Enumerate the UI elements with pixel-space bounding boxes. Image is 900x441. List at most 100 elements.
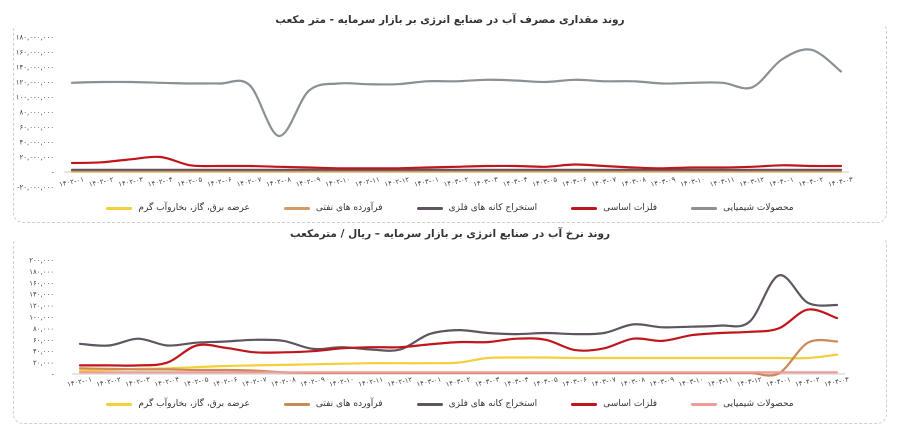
x-tick-label: ۱۴۰۲-۱۰ <box>325 176 351 189</box>
legend-label: فلزات اساسی <box>603 399 658 409</box>
x-tick-label: ۱۴۰۳-۰۶ <box>561 175 587 188</box>
x-tick-label: ۱۴۰۳-۰۸ <box>620 175 646 188</box>
legend-label: عرضه برق، گاز، بخاروآب گرم <box>138 399 250 409</box>
x-tick-label: ۱۴۰۳-۰۲ <box>443 175 469 188</box>
x-tick-label: ۱۴۰۳-۰۱ <box>416 376 442 389</box>
x-tick-label: ۱۴۰۲-۰۲ <box>88 175 114 188</box>
y-tick-label: ۱۲۰,۰۰۰,۰۰۰ <box>16 79 54 87</box>
legend-label: فلزات اساسی <box>603 203 658 213</box>
x-tick-label: ۱۴۰۳-۱۰ <box>680 176 706 189</box>
chart1-legend: محصولات شیمیایی فلزات اساسی استخراج کانه ه… <box>14 203 886 213</box>
y-tick-label: ۸۰,۰۰۰ <box>33 325 54 333</box>
x-tick-label: ۱۴۰۴-۰۳ <box>827 175 853 188</box>
x-tick-label: ۱۴۰۴-۰۳ <box>823 375 849 388</box>
legend-label: عرضه برق، گاز، بخاروآب گرم <box>138 203 250 213</box>
water-consumption-chart-panel: روند مقداری مصرف آب در صنایع انرژی بر با… <box>13 14 887 223</box>
y-tick-label: ۴۰,۰۰۰ <box>33 348 54 356</box>
legend-swatch <box>691 206 718 210</box>
legend-item: عرضه برق، گاز، بخاروآب گرم <box>106 203 250 213</box>
x-tick-label: ۱۴۰۳-۱۱ <box>709 176 735 189</box>
legend-swatch <box>691 402 718 406</box>
chart1-title: روند مقداری مصرف آب در صنایع انرژی بر با… <box>14 14 886 26</box>
x-tick-label: ۱۴۰۳-۰۶ <box>561 375 587 388</box>
y-tick-label: ۱۸۰,۰۰۰,۰۰۰ <box>16 34 54 42</box>
legend-swatch <box>416 206 443 210</box>
legend-label: محصولات شیمیایی <box>723 203 794 213</box>
x-tick-label: ۱۴۰۳-۱۲ <box>739 175 765 188</box>
y-tick-label: ۴۰,۰۰۰,۰۰۰ <box>19 139 54 147</box>
y-tick-label: ۱۸۰,۰۰۰ <box>29 268 54 276</box>
legend-swatch <box>416 402 443 406</box>
x-tick-label: ۱۴۰۴-۰۱ <box>765 376 791 389</box>
legend-item: استخراج کانه های فلزی <box>416 399 537 409</box>
y-tick-label: ۱۰۰,۰۰۰,۰۰۰ <box>16 94 54 102</box>
y-tick-label: - <box>51 371 54 379</box>
x-tick-label: ۱۴۰۲-۰۵ <box>177 175 203 188</box>
y-tick-label: ۱۴۰,۰۰۰,۰۰۰ <box>16 64 54 72</box>
water-rate-chart-panel: روند نرخ آب در صنایع انرژی بر بازار سرما… <box>13 228 887 424</box>
legend-swatch <box>571 402 598 406</box>
legend-label: استخراج کانه های فلزی <box>448 203 538 213</box>
legend-swatch <box>106 206 133 210</box>
x-tick-label: ۱۴۰۲-۱۱ <box>354 176 380 189</box>
x-tick-label: ۱۴۰۲-۰۱ <box>58 176 84 189</box>
x-tick-label: ۱۴۰۲-۰۷ <box>241 375 267 388</box>
x-tick-label: ۱۴۰۲-۰۱ <box>66 376 92 389</box>
series-line-1 <box>70 48 843 138</box>
y-tick-label: ۱۰۰,۰۰۰ <box>29 314 54 322</box>
legend-item: محصولات شیمیایی <box>691 399 794 409</box>
x-tick-label: ۱۴۰۳-۰۵ <box>532 175 558 188</box>
x-tick-label: ۱۴۰۳-۰۳ <box>474 375 500 388</box>
chart2-legend: محصولات شیمیایی فلزات اساسی استخراج کانه ه… <box>14 399 886 409</box>
legend-swatch <box>106 402 133 406</box>
x-tick-label: ۱۴۰۴-۰۲ <box>794 375 820 388</box>
series-line-3 <box>78 274 839 352</box>
x-tick-label: ۱۴۰۳-۰۳ <box>473 175 499 188</box>
x-tick-label: ۱۴۰۲-۰۴ <box>154 375 180 388</box>
y-tick-label: ۲۰,۰۰۰ <box>33 359 54 367</box>
y-tick-label: ۱۶۰,۰۰۰ <box>29 279 54 287</box>
series-line-2 <box>78 308 839 367</box>
x-tick-label: ۱۴۰۲-۰۶ <box>206 175 232 188</box>
x-tick-label: ۱۴۰۳-۰۷ <box>591 175 617 188</box>
x-tick-label: ۱۴۰۳-۰۹ <box>650 175 676 188</box>
x-tick-label: ۱۴۰۲-۰۹ <box>295 175 321 188</box>
legend-item: استخراج کانه های فلزی <box>416 203 538 213</box>
x-tick-label: ۱۴۰۳-۱۱ <box>707 376 733 389</box>
x-tick-label: ۱۴۰۳-۰۱ <box>413 176 439 189</box>
y-tick-label: ۲۰۰,۰۰۰ <box>29 257 54 265</box>
x-tick-label: ۱۴۰۲-۰۸ <box>265 175 291 188</box>
x-tick-label: ۱۴۰۲-۱۲ <box>387 375 413 388</box>
x-tick-label: ۱۴۰۲-۰۴ <box>147 175 173 188</box>
chart1-plot: -۲۰,۰۰۰,۰۰۰-۲۰,۰۰۰,۰۰۰۴۰,۰۰۰,۰۰۰۶۰,۰۰۰,۰… <box>16 34 854 192</box>
y-tick-label: ۱۴۰,۰۰۰ <box>29 291 54 299</box>
legend-swatch <box>571 206 598 210</box>
y-tick-label: ۸۰,۰۰۰,۰۰۰ <box>19 109 54 117</box>
legend-item: عرضه برق، گاز، بخاروآب گرم <box>106 399 250 409</box>
x-tick-label: ۱۴۰۲-۰۹ <box>299 375 325 388</box>
y-tick-label: - <box>51 169 54 177</box>
chart2-plot: - ۲۰,۰۰۰ ۴۰,۰۰۰ ۶۰,۰۰۰ ۸۰,۰۰۰ ۱۰۰,۰۰۰ ۱۲۰,۰۰۰ ۱… <box>29 257 850 389</box>
x-tick-label: ۱۴۰۳-۰۵ <box>532 375 558 388</box>
x-tick-label: ۱۴۰۲-۱۱ <box>358 376 384 389</box>
legend-item: فرآورده های نفتی <box>283 203 383 213</box>
legend-label: محصولات شیمیایی <box>723 399 794 409</box>
x-tick-label: ۱۴۰۳-۰۹ <box>649 375 675 388</box>
y-tick-label: ۶۰,۰۰۰,۰۰۰ <box>19 124 54 132</box>
y-tick-label: -۲۰,۰۰۰,۰۰۰ <box>17 184 54 192</box>
y-tick-label: ۲۰,۰۰۰,۰۰۰ <box>19 154 54 162</box>
x-tick-label: ۱۴۰۲-۱۰ <box>328 376 354 389</box>
legend-label: فرآورده های نفتی <box>315 203 383 213</box>
x-tick-label: ۱۴۰۲-۱۲ <box>384 175 410 188</box>
x-tick-label: ۱۴۰۲-۰۳ <box>125 375 151 388</box>
series-line-2 <box>70 155 843 170</box>
x-tick-label: ۱۴۰۲-۰۶ <box>212 375 238 388</box>
x-tick-label: ۱۴۰۳-۰۲ <box>445 375 471 388</box>
y-tick-label: ۱۲۰,۰۰۰ <box>29 302 54 310</box>
legend-item: فلزات اساسی <box>571 203 657 213</box>
x-tick-label: ۱۴۰۳-۱۰ <box>678 376 704 389</box>
series-line-5 <box>78 353 839 372</box>
legend-item: فلزات اساسی <box>571 399 657 409</box>
y-tick-label: ۱۶۰,۰۰۰,۰۰۰ <box>16 49 54 57</box>
x-tick-label: ۱۴۰۲-۰۲ <box>96 375 122 388</box>
